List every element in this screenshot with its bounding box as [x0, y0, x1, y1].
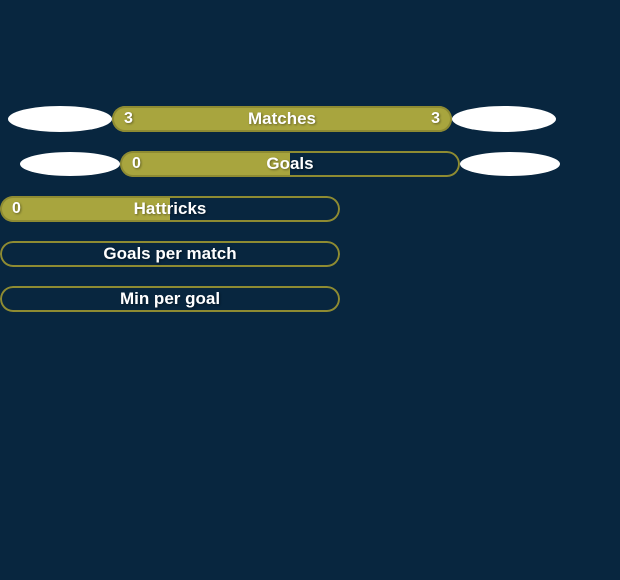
stat-row: Goals 0 — [0, 151, 620, 177]
stat-label: Goals per match — [103, 244, 236, 264]
pill-fill-left — [120, 151, 290, 177]
left-ellipse — [8, 106, 112, 132]
stat-value-right: 3 — [431, 110, 440, 128]
stat-pill: Goals 0 — [120, 151, 460, 177]
row-right-side — [452, 106, 564, 132]
stat-pill: Min per goal — [0, 286, 340, 312]
right-ellipse — [452, 106, 556, 132]
stat-value-left: 0 — [12, 200, 21, 218]
stat-label: Min per goal — [120, 289, 220, 309]
right-ellipse — [460, 152, 560, 176]
stat-pill: Matches 3 3 — [112, 106, 452, 132]
stat-pill: Goals per match — [0, 241, 340, 267]
stat-row: Min per goal — [0, 286, 620, 312]
stat-label: Hattricks — [134, 199, 207, 219]
stat-label: Matches — [248, 109, 316, 129]
row-left-side — [0, 152, 120, 176]
stat-row: Goals per match — [0, 241, 620, 267]
stat-row: Matches 3 3 — [0, 106, 620, 132]
row-right-side — [460, 152, 580, 176]
stat-value-left: 3 — [124, 110, 133, 128]
stat-pill: Hattricks 0 — [0, 196, 340, 222]
stat-label: Goals — [266, 154, 313, 174]
stat-value-left: 0 — [132, 155, 141, 173]
stat-row: Hattricks 0 — [0, 196, 620, 222]
left-ellipse — [20, 152, 120, 176]
row-left-side — [0, 106, 112, 132]
